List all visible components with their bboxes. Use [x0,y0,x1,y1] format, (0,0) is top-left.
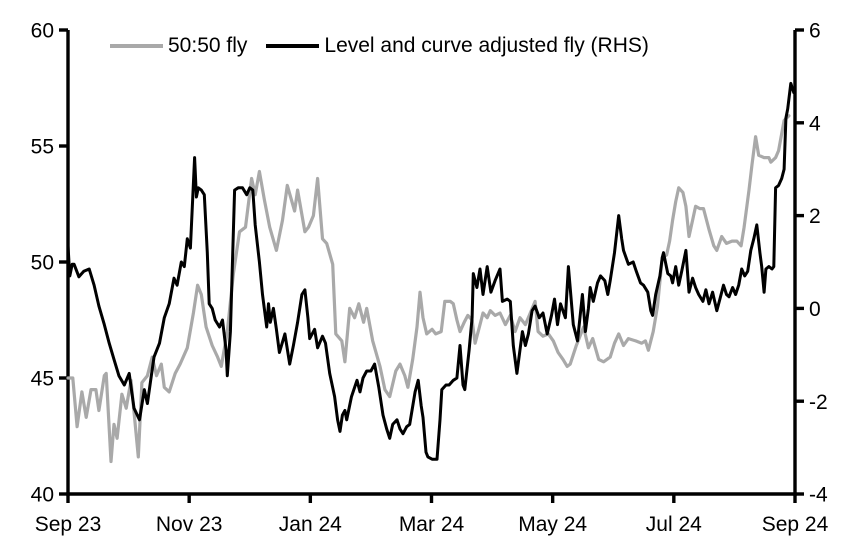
right-axis-tick-label: -2 [809,391,828,414]
right-axis-tick-label: 4 [809,112,821,135]
x-axis-tick-label: Sep 23 [35,513,102,536]
x-axis-tick-label: Jul 24 [646,513,702,536]
legend-line-swatch-adjusted-fly [266,44,320,48]
legend-item-5050-fly: 50:50 fly [110,34,247,58]
right-axis-tick-label: 2 [809,205,821,228]
legend: 50:50 fly Level and curve adjusted fly (… [110,34,649,58]
left-axis-tick-label: 50 [31,252,54,275]
series-line-adjusted-fly [66,81,796,461]
legend-label-5050-fly: 50:50 fly [168,34,248,57]
x-axis-tick-label: Mar 24 [399,513,465,536]
right-axis-tick-label: 6 [809,20,821,43]
right-axis-tick-label: -4 [809,484,828,507]
legend-line-swatch-5050-fly [110,44,163,48]
left-axis-tick-label: 40 [31,484,54,507]
left-axis-tick-label: 55 [31,136,54,159]
series-line-5050-fly [66,114,791,464]
x-axis-tick-label: May 24 [518,513,587,536]
x-axis-tick-label: Jan 24 [279,513,342,536]
right-axis-tick-label: 0 [809,298,821,321]
legend-label-adjusted-fly: Level and curve adjusted fly (RHS) [324,34,649,57]
x-axis-tick-label: Sep 24 [762,513,829,536]
legend-item-adjusted-fly: Level and curve adjusted fly (RHS) [266,34,649,58]
left-axis-tick-label: 60 [31,20,54,43]
x-axis-tick-label: Nov 23 [156,513,223,536]
left-axis-tick-label: 45 [31,368,54,391]
